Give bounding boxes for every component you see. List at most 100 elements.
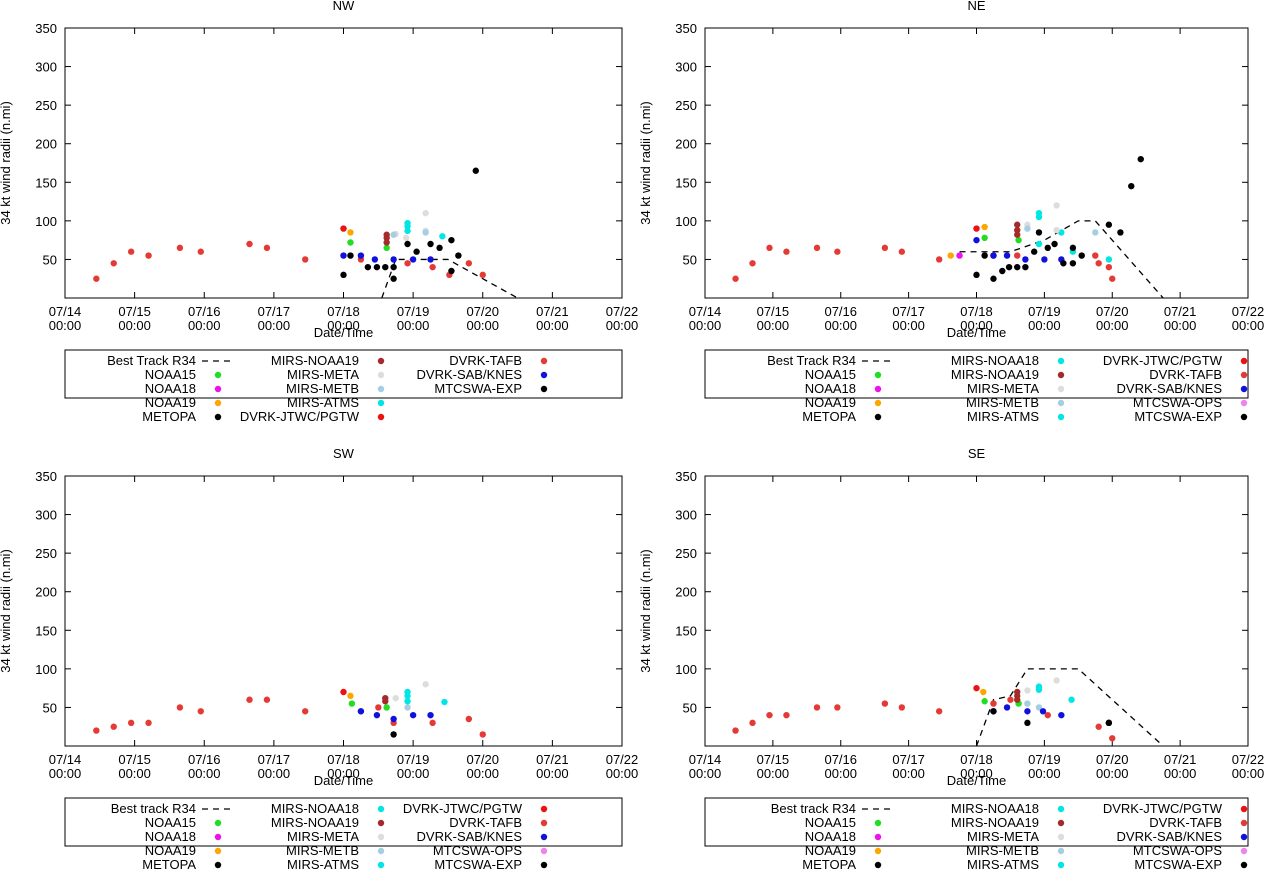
x-tick-label-date: 07/16 <box>824 752 857 767</box>
point-mirs-meta <box>422 209 429 217</box>
point-dvrk-sab-knes <box>390 256 397 263</box>
y-tick-label: 300 <box>675 60 697 75</box>
x-tick-label-date: 07/15 <box>757 752 790 767</box>
point-mtcswa-exp <box>1069 244 1077 252</box>
x-tick-label-time: 00:00 <box>327 766 360 781</box>
legend-key-dot <box>1057 847 1065 855</box>
legend-label: DVRK-SAB/KNES <box>1117 381 1223 396</box>
point-mtcswa-exp <box>404 240 411 248</box>
point-dvrk-tafb <box>766 244 773 252</box>
point-dvrk-tafb <box>429 719 436 727</box>
point-dvrk-tafb <box>429 263 436 271</box>
point-mtcswa-exp <box>1128 182 1135 190</box>
legend-key-dot <box>874 385 882 393</box>
y-axis-label: 34 kt wind radii (n.mi) <box>638 549 653 673</box>
y-tick-label: 50 <box>683 252 697 267</box>
legend-key-dot <box>377 371 385 379</box>
point-dvrk-tafb <box>246 240 253 248</box>
point-dvrk-tafb <box>749 719 756 727</box>
legend-key-dot <box>1057 385 1065 393</box>
data-layer <box>93 167 518 298</box>
legend-label: MIRS-METB <box>966 395 1039 410</box>
legend-label: MIRS-META <box>287 367 359 382</box>
legend-key-dot <box>1057 399 1065 407</box>
y-tick-label: 50 <box>683 700 697 715</box>
point-dvrk-sab-knes <box>1003 252 1011 259</box>
point-dvrk-tafb <box>898 704 906 711</box>
point-dvrk-tafb <box>990 700 997 707</box>
point-mtcswa-exp <box>981 252 988 259</box>
point-mirs-noaa19 <box>383 231 390 238</box>
legend-key-dot <box>377 399 385 407</box>
point-mirs-metb <box>1035 704 1043 711</box>
point-dvrk-tafb <box>93 275 100 282</box>
x-tick-label-date: 07/17 <box>892 752 925 767</box>
point-mirs-metb <box>422 229 429 236</box>
x-tick-label-time: 00:00 <box>49 318 82 333</box>
x-axis-label: Date/Time <box>947 773 1006 788</box>
chart-title: SW <box>333 446 355 461</box>
legend-key-dot <box>377 819 385 827</box>
legend-key-dot <box>1057 413 1065 421</box>
point-dvrk-tafb <box>834 704 841 711</box>
legend-key-dot <box>214 413 222 421</box>
y-tick-label: 100 <box>675 214 697 229</box>
legend-key-dot <box>214 847 222 855</box>
legend-label: Best track R34 <box>771 801 856 816</box>
point-noaa15 <box>383 244 390 252</box>
point-mirs-atms <box>1035 213 1043 221</box>
x-tick-label-date: 07/17 <box>258 752 291 767</box>
point-dvrk-tafb <box>263 244 271 252</box>
point-mtcswa-exp <box>1105 221 1113 228</box>
legend-key-dot <box>214 861 222 869</box>
legend-key-dot <box>377 385 385 393</box>
point-mirs-noaa18 <box>1058 229 1065 236</box>
point-dvrk-tafb <box>1095 260 1102 267</box>
point-mtcswa-exp <box>1117 229 1124 236</box>
point-mtcswa-exp <box>1022 263 1029 271</box>
y-tick-label: 200 <box>675 585 697 600</box>
legend-label: MIRS-NOAA18 <box>951 801 1039 816</box>
point-dvrk-sab-knes <box>427 711 434 719</box>
point-mirs-noaa19 <box>382 698 389 705</box>
x-tick-label-date: 07/19 <box>397 304 430 319</box>
point-mtcswa-exp <box>373 263 381 271</box>
legend-label: NOAA15 <box>805 815 856 830</box>
legend-label: MIRS-METB <box>286 843 359 858</box>
legend-key-dot <box>1057 805 1065 813</box>
legend-label: MIRS-NOAA18 <box>271 801 359 816</box>
point-mtcswa-exp <box>990 275 997 282</box>
point-mirs-noaa18 <box>1068 696 1075 703</box>
point-dvrk-sab-knes <box>409 256 417 263</box>
point-dvrk-tafb <box>732 275 739 282</box>
y-tick-label: 350 <box>35 21 57 36</box>
y-tick-label: 350 <box>675 469 697 484</box>
point-dvrk-tafb <box>935 256 943 263</box>
point-dvrk-tafb <box>302 708 309 715</box>
legend-label: MTCSWA-EXP <box>434 381 522 396</box>
point-dvrk-tafb <box>1095 723 1102 730</box>
x-tick-label-time: 00:00 <box>188 766 221 781</box>
legend-label: DVRK-TAFB <box>1149 367 1222 382</box>
legend-key-dot <box>540 833 548 841</box>
point-dvrk-tafb <box>1109 275 1116 282</box>
x-tick-label-time: 00:00 <box>757 766 790 781</box>
legend-label: MIRS-META <box>967 381 1039 396</box>
point-mtcswa-exp <box>1044 244 1051 252</box>
data-layer <box>732 155 1164 298</box>
point-noaa19 <box>947 252 954 259</box>
x-tick-label-time: 00:00 <box>1164 318 1197 333</box>
point-noaa15 <box>383 704 390 711</box>
point-mirs-atms <box>404 688 411 696</box>
x-tick-label-date: 07/17 <box>258 304 291 319</box>
point-mtcswa-exp <box>990 708 997 715</box>
point-mirs-noaa19 <box>1014 221 1021 228</box>
legend-label: MIRS-ATMS <box>287 857 359 871</box>
legend-label: MTCSWA-OPS <box>1133 843 1222 858</box>
legend-key-dot <box>377 861 385 869</box>
legend-label: NOAA15 <box>145 815 196 830</box>
legend-key-dot <box>874 399 882 407</box>
y-tick-label: 300 <box>35 508 57 523</box>
legend-key-dot <box>874 861 882 869</box>
